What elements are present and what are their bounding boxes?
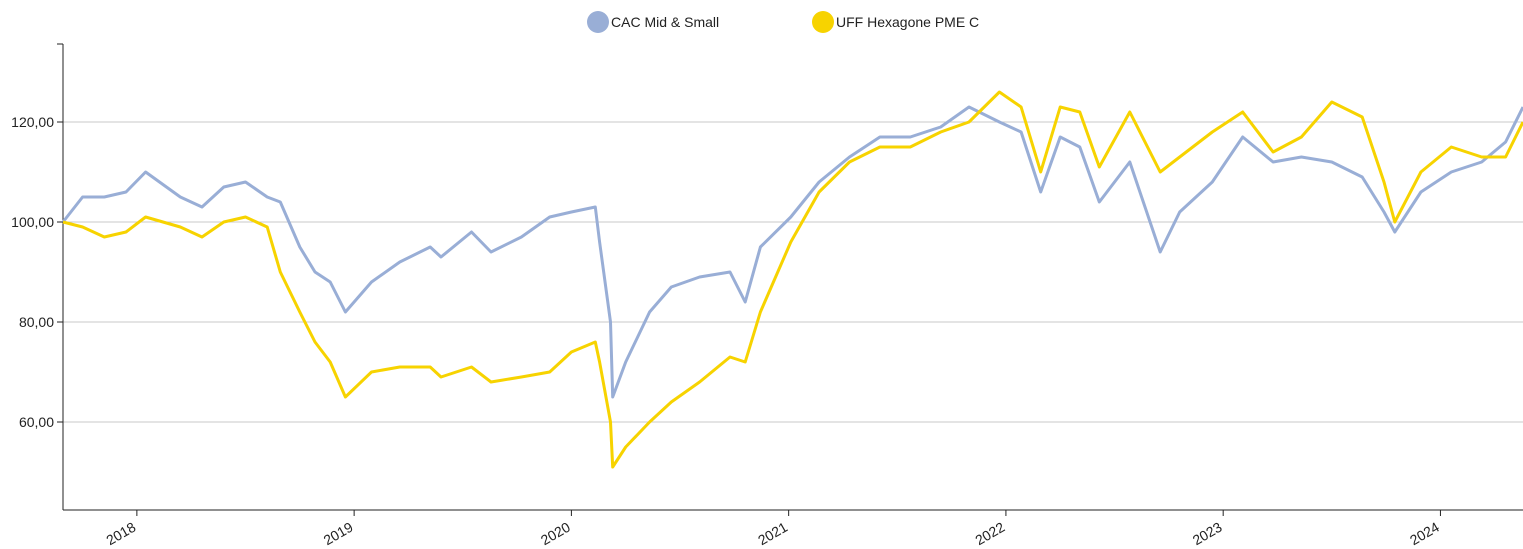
x-tick-label: 2023 xyxy=(1190,519,1225,549)
series-line xyxy=(61,105,1523,399)
y-tick-label: 80,00 xyxy=(19,314,54,330)
x-tick-label: 2018 xyxy=(103,519,138,549)
y-tick-label: 60,00 xyxy=(19,414,54,430)
legend-marker xyxy=(587,11,609,33)
x-tick-label: 2020 xyxy=(538,519,573,549)
y-tick-label: 100,00 xyxy=(11,214,54,230)
x-tick-label: 2021 xyxy=(755,519,790,549)
series-line xyxy=(62,90,1523,469)
y-tick-label: 120,00 xyxy=(11,114,54,130)
legend-marker xyxy=(812,11,834,33)
legend-label: CAC Mid & Small xyxy=(611,14,719,30)
x-tick-label: 2022 xyxy=(972,519,1007,549)
legend-label: UFF Hexagone PME C xyxy=(836,14,979,30)
x-tick-label: 2019 xyxy=(321,519,356,549)
x-tick-label: 2024 xyxy=(1407,519,1442,549)
